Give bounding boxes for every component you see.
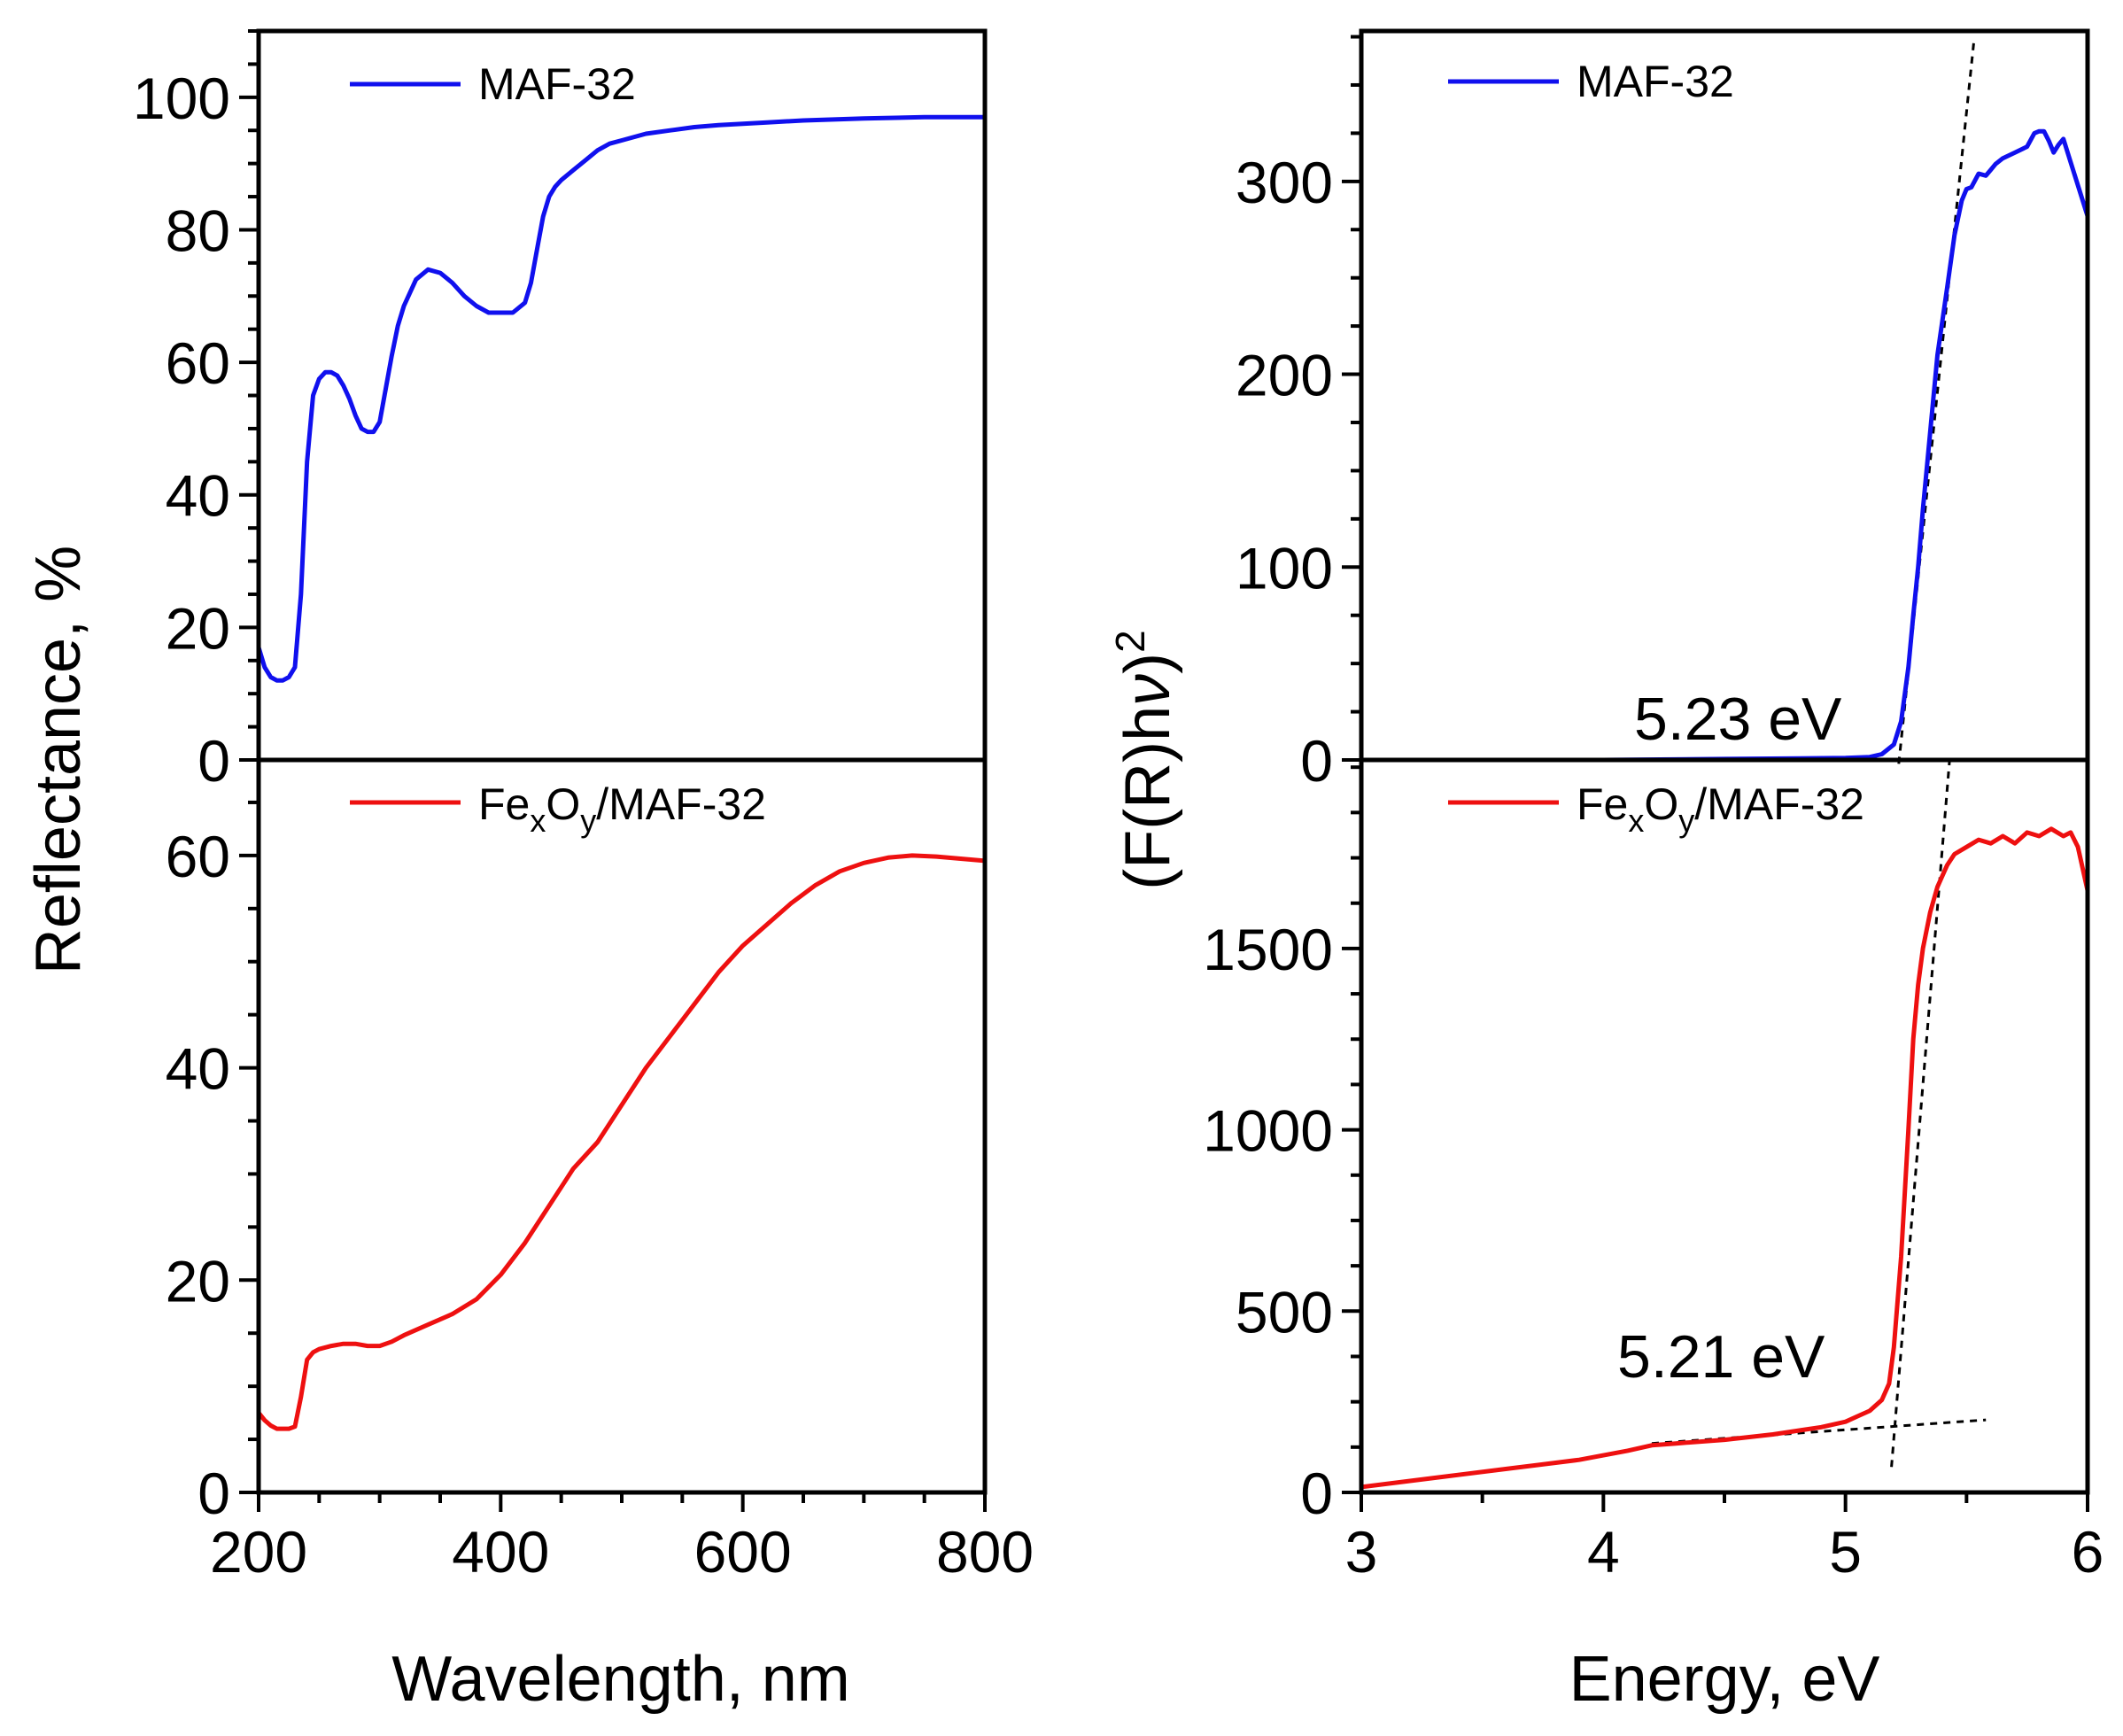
- legend-label-fexoy-left: FexOy/MAF-32: [478, 779, 766, 839]
- x-tick-label-bottom-right: 6: [2072, 1519, 2104, 1585]
- x-tick-label-bottom-right: 3: [1345, 1519, 1378, 1585]
- y-tick-label-top-right: 300: [1236, 150, 1333, 215]
- y-tick-label-top-left: 0: [198, 728, 230, 794]
- bandgap-annotation-maf32: 5.23 eV: [1634, 686, 1842, 753]
- y-tick-label-bottom-right: 1500: [1203, 917, 1333, 982]
- legend-bottom-right: FexOy/MAF-32: [1448, 779, 1864, 839]
- y-tick-label-top-left: 20: [166, 595, 230, 661]
- x-axis-title-left: Wavelength, nm: [391, 1644, 850, 1715]
- axes-layer: [239, 28, 2090, 1512]
- legend-label-fexoy-right: FexOy/MAF-32: [1577, 779, 1864, 839]
- x-tick-label-bottom-left: 600: [694, 1519, 792, 1585]
- legend-top-right: MAF-32: [1448, 57, 1734, 106]
- y-tick-label-top-left: 40: [166, 463, 230, 529]
- data-line-maf-32-top-right: [1361, 128, 2088, 760]
- x-tick-label-bottom-right: 4: [1587, 1519, 1620, 1585]
- x-tick-label-bottom-right: 5: [1829, 1519, 1862, 1585]
- y-tick-label-bottom-right: 0: [1300, 1461, 1333, 1526]
- y-axis-title-right: (F(R)hν)2: [1107, 630, 1183, 890]
- y-axis-title-left: Reflectance, %: [23, 546, 94, 974]
- data-line-fexoy-maf-32-bottom-right: [1361, 826, 2088, 1490]
- legend-label-maf32-right: MAF-32: [1577, 57, 1734, 106]
- fit-line-tangent-fit-bottom-right: [1890, 759, 1951, 1468]
- axes-frame-bottom-left: [256, 757, 988, 1495]
- legend-bottom-left: FexOy/MAF-32: [350, 779, 766, 839]
- y-tick-label-bottom-left: 60: [166, 824, 230, 889]
- data-line-fexoy-maf-32-bottom-left: [259, 853, 985, 1431]
- y-tick-label-bottom-right: 1000: [1203, 1098, 1333, 1164]
- y-tick-label-top-left: 60: [166, 330, 230, 396]
- y-tick-label-top-left: 100: [133, 66, 230, 131]
- data-line-maf-32-top-left: [259, 114, 985, 683]
- data-lines-layer: [259, 114, 2088, 1490]
- x-tick-label-bottom-left: 400: [452, 1519, 549, 1585]
- x-axis-title-right: Energy, eV: [1569, 1644, 1880, 1715]
- y-tick-label-bottom-right: 500: [1236, 1279, 1333, 1345]
- x-tick-label-bottom-left: 200: [210, 1519, 307, 1585]
- y-tick-label-bottom-left: 0: [198, 1461, 230, 1526]
- legend-top-left: MAF-32: [350, 59, 636, 109]
- x-tick-label-bottom-left: 800: [936, 1519, 1034, 1585]
- bandgap-annotation-fexoy: 5.21 eV: [1617, 1323, 1825, 1391]
- y-tick-label-top-right: 200: [1236, 343, 1333, 408]
- y-tick-label-top-left: 80: [166, 198, 230, 263]
- y-tick-label-bottom-left: 20: [166, 1248, 230, 1314]
- y-tick-label-top-right: 0: [1300, 728, 1333, 794]
- y-tick-label-bottom-left: 40: [166, 1036, 230, 1102]
- legend-label-maf32-left: MAF-32: [478, 59, 636, 109]
- axes-frame-top-right: [1359, 28, 2090, 763]
- y-tick-label-top-right: 100: [1236, 535, 1333, 601]
- fit-lines-layer: [1651, 42, 1987, 1468]
